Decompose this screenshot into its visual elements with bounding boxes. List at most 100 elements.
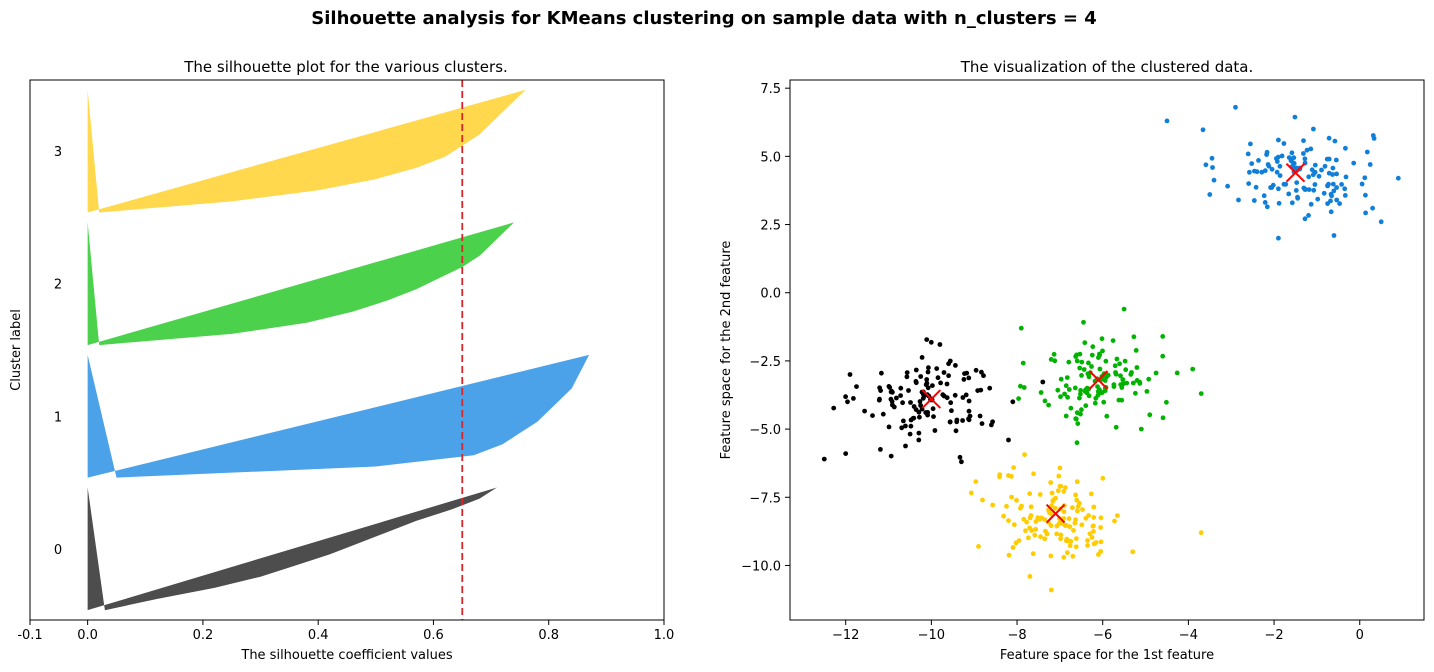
data-point [1081,367,1087,372]
data-point [1325,183,1330,189]
data-point [1097,366,1103,372]
x-tick-label: −8 [1007,628,1026,643]
data-point [1077,395,1082,401]
data-point [1006,518,1011,523]
data-point [1061,509,1067,515]
data-point [1058,394,1063,400]
data-point [1091,504,1097,510]
data-point [898,385,904,391]
data-point [979,369,984,375]
data-point [1294,180,1300,186]
data-point [1312,182,1318,187]
data-point [1096,552,1101,557]
data-point [1070,553,1076,559]
data-point [1115,513,1120,518]
data-point [979,421,985,426]
cluster-0-points [1164,104,1401,241]
data-point [1245,151,1251,157]
x-tick-label: -0.1 [17,628,42,643]
x-tick-label: −10 [918,628,945,643]
data-point [1062,391,1067,397]
data-point [1032,532,1038,538]
data-point [1367,162,1373,167]
data-point [1337,201,1342,207]
data-point [1291,155,1297,161]
data-point [1004,503,1009,509]
data-point [908,423,914,429]
data-point [1236,197,1241,203]
data-point [1099,336,1105,342]
data-point [1334,197,1340,203]
data-point [917,399,923,404]
data-point [1146,376,1152,382]
data-point [900,400,905,406]
data-point [1331,188,1337,194]
data-point [1319,167,1324,173]
data-point [1078,411,1083,417]
data-point [1048,357,1054,362]
data-point [1121,306,1127,312]
data-point [1071,528,1076,533]
data-point [1089,352,1095,358]
data-point [1021,385,1027,390]
data-point [1021,516,1027,522]
data-point [1116,397,1122,403]
data-point [1027,574,1033,579]
data-point [913,380,919,386]
data-point [1074,479,1080,485]
data-point [1065,394,1070,400]
data-point [977,413,983,419]
data-point [1077,351,1083,357]
data-point [1046,402,1051,408]
silhouette-cluster-2 [87,222,515,346]
data-point [1110,338,1116,343]
data-point [1037,492,1043,497]
data-point [1326,135,1332,141]
data-point [1276,137,1281,143]
silhouette-cluster-0 [87,487,497,611]
data-point [1052,505,1058,511]
data-point [948,400,954,406]
data-point [1078,388,1083,393]
data-point [1190,366,1196,372]
data-point [1276,200,1282,206]
data-point [1066,387,1072,392]
data-point [880,411,886,417]
data-point [1292,114,1298,120]
data-point [1343,174,1349,180]
x-tick-label: −4 [1179,628,1198,643]
data-point [1331,233,1337,238]
silhouette-x-axis-label: The silhouette coefficient values [240,648,452,663]
data-point [966,375,972,381]
data-point [1326,170,1332,176]
data-point [1054,531,1060,537]
y-tick-label: −7.5 [749,491,781,506]
data-point [966,408,972,414]
data-point [1198,391,1204,396]
data-point [1130,380,1136,386]
data-point [878,447,883,452]
data-point [1020,360,1026,366]
x-tick-label: 0.8 [538,628,559,643]
data-point [1011,465,1016,470]
data-point [1063,383,1069,389]
data-point [908,400,913,405]
data-point [924,337,930,342]
data-point [1014,497,1019,503]
data-point [919,355,925,360]
data-point [938,380,943,386]
data-point [1029,528,1034,533]
data-point [1058,483,1064,489]
data-point [1072,385,1078,391]
silhouette-plot-frame [29,79,665,621]
data-point [1281,141,1287,146]
data-point [886,424,892,430]
data-point [1160,353,1166,359]
silhouette-x-ticks: -0.1 0.0 0.2 0.4 0.6 0.8 1.0 [17,620,674,643]
data-point [1261,193,1267,199]
data-point [959,459,964,465]
data-point [1252,168,1257,174]
data-point [1395,175,1401,181]
data-point [973,479,979,484]
data-point [1075,508,1080,514]
